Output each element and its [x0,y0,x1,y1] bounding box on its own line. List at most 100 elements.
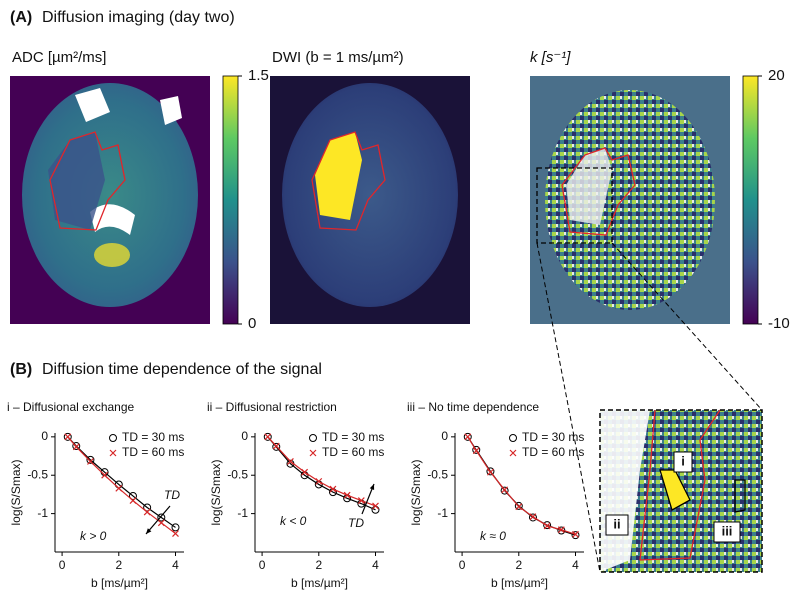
marker [463,432,472,441]
marker [272,442,280,450]
marker [143,508,151,516]
x-tick-label: 4 [572,558,579,572]
series-line [67,436,176,528]
marker [557,526,565,534]
marker [372,502,379,510]
inset-label: ii [613,516,620,531]
colorbar-tick-label: 20 [768,67,785,84]
marker [572,530,579,538]
chart-title: iii – No time dependence [407,400,539,414]
legend-label: TD = 60 ms [322,445,384,459]
marker [343,491,351,499]
marker [287,457,294,465]
marker [301,468,309,476]
marker [528,513,537,522]
marker [472,445,481,454]
y-tick-label: 0 [41,429,48,443]
annotation: k > 0 [80,529,107,543]
marker [500,486,509,495]
x-tick-label: 2 [515,558,522,572]
marker [171,523,180,532]
marker [86,455,95,464]
y-tick-label: -0.5 [27,467,48,481]
arrow-head [369,484,375,490]
x-tick-label: 4 [372,558,379,572]
y-tick-label: 0 [441,429,448,443]
x-tick-label: 0 [59,558,66,572]
legend-marker [109,449,117,457]
y-tick-label: -0.5 [227,467,248,481]
panel-title: Diffusion imaging (day two) [42,9,235,26]
marker [129,497,137,504]
annotation: k < 0 [280,514,307,528]
legend-label: TD = 60 ms [522,445,584,459]
y-tick-label: -1 [237,506,248,520]
legend-label: TD = 30 ms [122,430,184,444]
x-tick-label: 2 [315,558,322,572]
zoom-line [611,242,763,411]
marker [128,491,137,500]
marker [472,447,480,455]
legend-marker [509,449,517,457]
marker [157,519,165,527]
marker [272,442,281,451]
marker [486,467,495,476]
colorbar-tick-label: 1.5 [248,67,269,84]
marker [571,531,580,540]
dwi-image [270,76,470,324]
marker [487,468,494,476]
x-axis-label: b [ms/µm²] [291,576,348,590]
legend-marker [309,434,317,442]
y-tick-label: -1 [37,506,48,520]
arrow-head [146,528,152,534]
marker [87,457,94,465]
chart-title: ii – Diffusional restriction [207,400,337,414]
marker [143,503,152,512]
legend-label: TD = 60 ms [122,445,184,459]
image-label: DWI (b = 1 ms/µm²) [272,49,404,66]
marker [529,513,537,521]
x-tick-label: 0 [459,558,466,572]
colorbar-tick-label: -10 [768,315,790,332]
image-label: ADC [µm²/ms] [12,49,106,66]
x-tick-label: 2 [115,558,122,572]
marker [464,433,472,441]
marker [115,484,123,492]
x-tick-label: 0 [259,558,266,572]
marker [172,530,179,537]
inset-label: iii [722,523,733,538]
panel-letter: (B) [10,361,32,378]
marker [357,497,365,504]
marker [64,433,72,441]
marker [501,486,509,494]
panel-letter: (A) [10,9,32,26]
marker [315,477,323,485]
y-axis-label: log(S/Smax) [409,459,423,525]
marker [63,432,72,441]
chart-title: i – Diffusional exchange [7,400,135,414]
colorbar-tick-label: 0 [248,315,256,332]
arrow [145,505,171,535]
legend-marker [509,434,517,442]
annotation: TD [348,516,364,530]
marker [543,521,552,530]
annotation: TD [164,488,180,502]
inset-label: i [681,453,685,468]
panel-title: Diffusion time dependence of the signal [42,361,322,378]
y-axis-label: log(S/Smax) [209,459,223,525]
marker [515,503,523,511]
marker [101,471,109,479]
marker [264,433,272,441]
y-axis-label: log(S/Smax) [9,459,23,525]
legend-marker [109,434,117,442]
colorbar [222,75,239,325]
marker [157,513,166,522]
k-map [530,76,730,324]
inset: i ii iii [599,409,763,573]
marker [72,443,80,451]
adc-map [10,76,210,324]
x-tick-label: 4 [172,558,179,572]
legend-label: TD = 30 ms [522,430,584,444]
x-axis-label: b [ms/µm²] [491,576,548,590]
